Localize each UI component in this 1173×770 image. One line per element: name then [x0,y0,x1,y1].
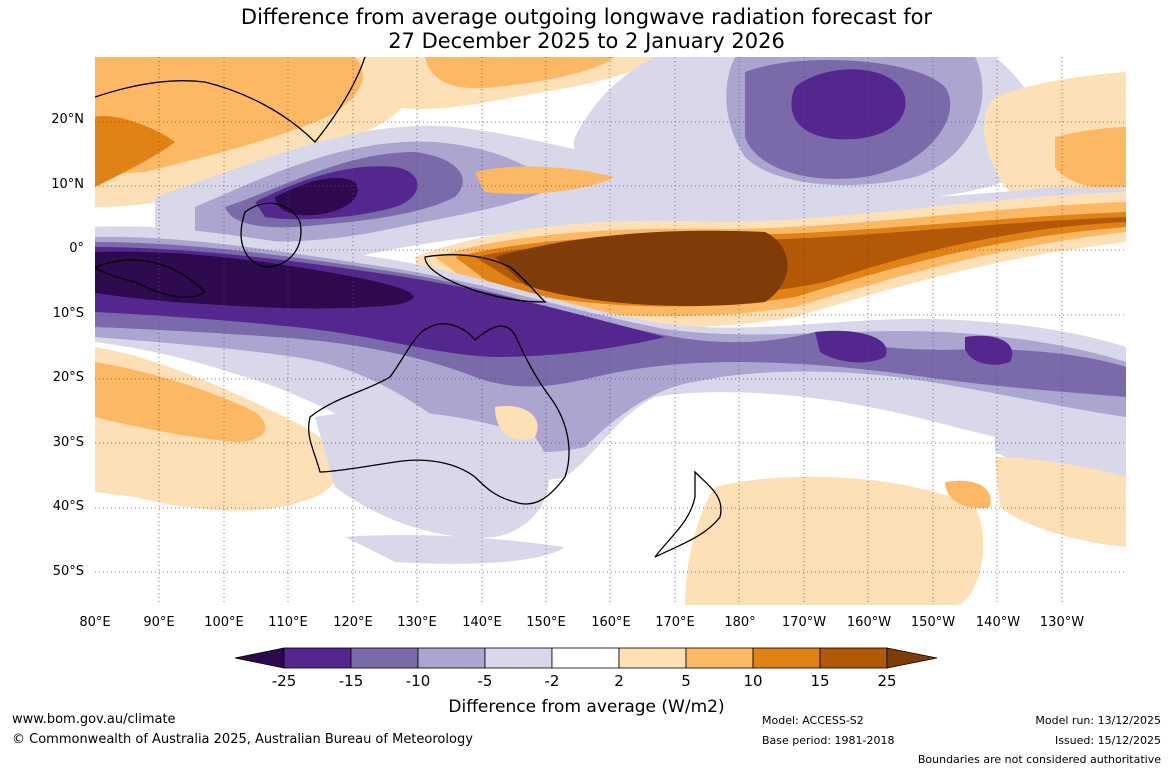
lat-label: 20°S [52,370,84,385]
anomaly-region [345,535,565,564]
lon-label: 170°W [781,615,827,630]
lon-label: 110°E [268,615,308,630]
colorbar-segment [752,647,821,669]
colorbar-label: 2 [614,672,624,690]
colorbar-segment [484,647,553,669]
lon-label: 180° [724,615,756,630]
anomaly-region [995,457,1126,547]
copyright-text: © Commonwealth of Australia 2025, Austra… [12,732,473,747]
coastline-sumatra [95,259,207,298]
anomaly-region [495,230,788,306]
colorbar-segment [234,647,285,669]
anomaly-region [791,69,906,140]
colorbar-label: 25 [877,672,897,690]
colorbar-label: -2 [544,672,560,690]
lat-label: 20°N [51,112,84,127]
colorbar-label: -5 [477,672,493,690]
olr-anomaly-map [95,57,1126,605]
lon-label: 90°E [143,615,175,630]
lat-label: 0° [69,241,84,256]
anomaly-region [815,330,887,363]
coastline-borneo [240,202,302,268]
lon-label: 100°E [204,615,244,630]
colorbar-segment [819,647,888,669]
coastline-new-zealand [654,470,722,558]
model-name: Model: ACCESS-S2 [762,714,864,727]
anomaly-region [95,116,175,187]
colorbar-label: 15 [810,672,830,690]
colorbar-segment [886,647,938,669]
colorbar-segment [551,647,620,669]
anomaly-region [275,177,358,216]
chart-title-line-2: 27 December 2025 to 2 January 2026 [388,29,785,53]
anomaly-region [945,480,991,509]
website-link[interactable]: www.bom.gov.au/climate [12,712,176,727]
anomaly-region [495,406,538,440]
colorbar-segment [618,647,687,669]
anomaly-region [95,251,414,309]
lon-label: 150°W [910,615,956,630]
model-run-date: Model run: 13/12/2025 [1035,714,1161,727]
colorbar-label: 10 [743,672,763,690]
colorbar-label: -25 [271,672,297,690]
lon-label: 80°E [79,615,111,630]
anomaly-region [425,57,615,89]
coastline-asia [95,57,366,143]
lon-label: 130°W [1039,615,1085,630]
lon-label: 120°E [333,615,373,630]
colorbar-title: Difference from average (W/m2) [448,697,725,717]
anomaly-region [475,166,615,194]
lon-label: 150°E [526,615,566,630]
colorbar-segment [350,647,419,669]
colorbar-segment [283,647,352,669]
colorbar-segment [417,647,486,669]
issued-date: Issued: 15/12/2025 [1054,734,1161,747]
colorbar-label: -15 [338,672,364,690]
anomaly-region [315,410,550,538]
anomaly-region [95,362,266,442]
lat-label: 10°N [51,177,84,192]
lon-label: 160°W [846,615,892,630]
anomaly-region [965,335,1013,365]
colorbar-label: -10 [405,672,431,690]
lon-label: 130°E [397,615,437,630]
lat-label: 10°S [52,306,84,321]
coastline-new-guinea [424,254,547,303]
colorbar [234,647,938,669]
colorbar-segment [685,647,754,669]
lat-label: 30°S [52,435,84,450]
base-period: Base period: 1981-2018 [762,734,895,747]
colorbar-label: 5 [681,672,691,690]
coastline-australia [308,323,570,505]
anomaly-region [685,476,984,605]
lat-label: 50°S [52,564,84,579]
lon-label: 140°W [975,615,1021,630]
boundary-disclaimer: Boundaries are not considered authoritat… [917,753,1161,766]
lon-label: 160°E [591,615,631,630]
anomaly-region [1055,127,1126,189]
chart-title-line-1: Difference from average outgoing longwav… [240,5,933,29]
lat-label: 40°S [52,499,84,514]
lon-label: 170°E [655,615,695,630]
lon-label: 140°E [462,615,502,630]
